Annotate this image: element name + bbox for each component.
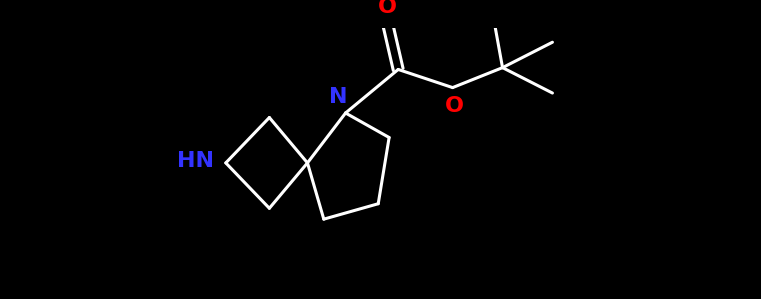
Text: N: N [329,87,348,107]
Text: O: O [377,0,396,17]
Text: O: O [445,96,464,116]
Text: HN: HN [177,151,215,171]
